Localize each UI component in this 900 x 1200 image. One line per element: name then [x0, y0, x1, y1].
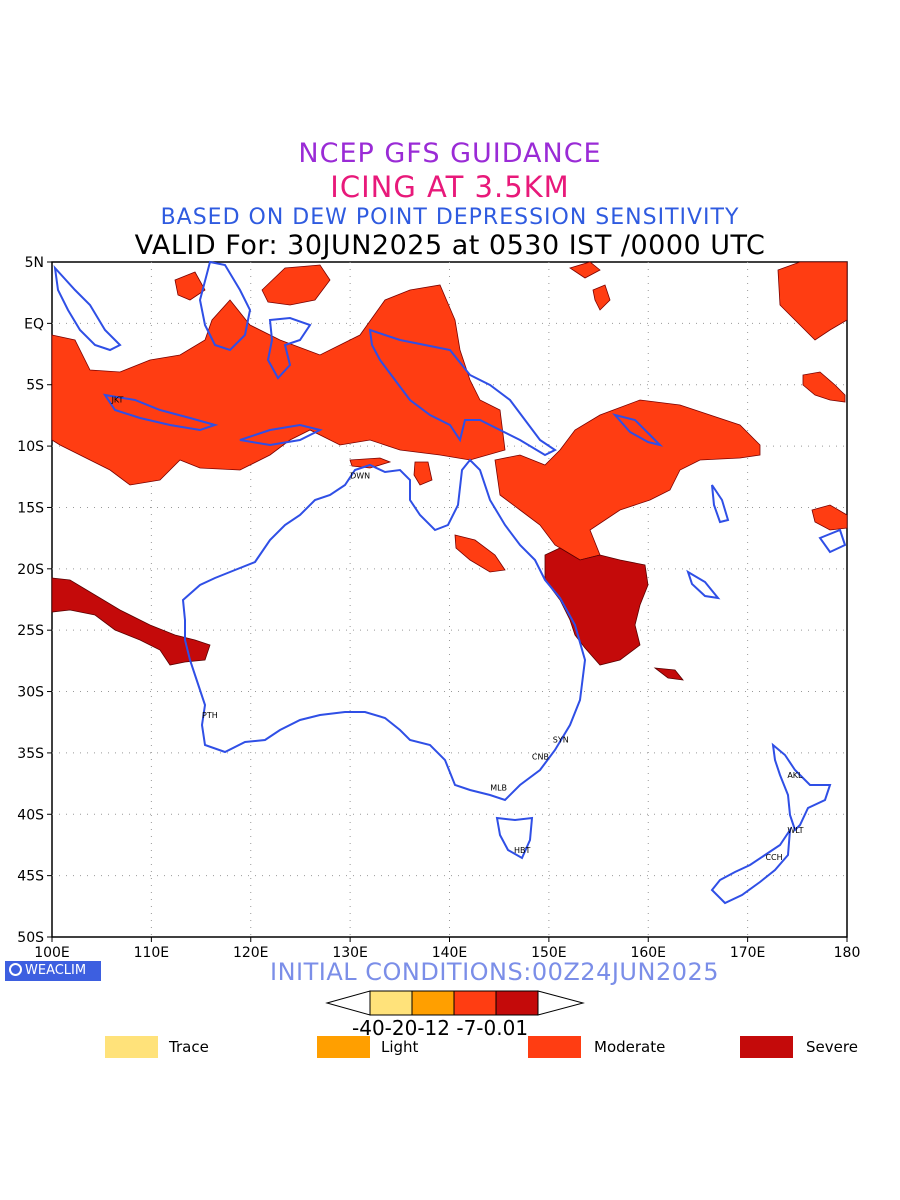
moderate-area-darwin	[349, 457, 392, 469]
city-label-pth: PTH	[202, 711, 218, 720]
moderate-area-pacific-se	[811, 504, 848, 531]
lon-tick-label: 140E	[432, 945, 468, 961]
severe-area-tasman-east	[653, 667, 684, 681]
title-method: BASED ON DEW POINT DEPRESSION SENSITIVIT…	[160, 205, 740, 230]
title-valid-time: VALID For: 30JUN2025 at 0530 IST /0000 U…	[134, 230, 766, 261]
city-label-hbt: HBT	[514, 846, 531, 855]
legend-swatch-severe	[740, 1036, 793, 1058]
city-label-jkt: JKT	[111, 395, 124, 404]
lat-tick-label: 20S	[17, 562, 44, 578]
coast-new-guinea	[368, 328, 557, 457]
brand-label: WEACLIM	[25, 963, 87, 978]
coast-sulawesi	[266, 316, 312, 380]
colorbar-trace	[369, 990, 413, 1016]
moderate-area-borneo-north	[261, 264, 331, 306]
colorbar-right-arrow	[537, 990, 585, 1016]
lon-tick-label: 160E	[630, 945, 666, 961]
moderate-area-new-guinea-n	[569, 261, 601, 279]
lon-tick-label: 180	[834, 945, 861, 961]
lon-tick-label: 110E	[134, 945, 170, 961]
lat-tick-label: 45S	[17, 869, 44, 885]
legend-swatch-trace	[105, 1036, 158, 1058]
title-parameter: ICING AT 3.5KM	[330, 170, 570, 204]
lat-tick-label: 30S	[17, 685, 44, 701]
colorbar	[325, 990, 585, 1016]
axis-labels: 100E 110E 120E 130E 140E 150E 160E 170E 180 5N EQ 5…	[17, 255, 860, 961]
lon-tick-label: 170E	[730, 945, 766, 961]
coast-borneo	[198, 260, 252, 352]
city-label-wlt: WLT	[787, 826, 803, 835]
copyright-icon	[9, 963, 22, 976]
coast-new-zealand-south	[710, 826, 792, 905]
colorbar-left-arrow	[325, 990, 371, 1016]
moderate-area-sumatra-north	[174, 271, 206, 301]
lon-tick-label: 130E	[332, 945, 368, 961]
lon-tick-label: 120E	[233, 945, 269, 961]
lat-tick-label: 15S	[17, 500, 44, 516]
colorbar-severe	[495, 990, 539, 1016]
coast-new-zealand-north	[771, 742, 832, 832]
legend-swatch-light	[317, 1036, 370, 1058]
coast-timor	[239, 423, 323, 447]
lat-tick-label: 40S	[17, 807, 44, 823]
legend-label-light: Light	[381, 1038, 419, 1056]
initial-conditions: INITIAL CONDITIONS:00Z24JUN2025	[270, 958, 720, 986]
lat-tick-label: 50S	[17, 930, 44, 946]
city-label-cnb: CNB	[532, 753, 549, 762]
coast-sumatra	[53, 264, 122, 352]
lon-tick-label: 100E	[34, 945, 70, 961]
legend-swatch-moderate	[528, 1036, 581, 1058]
title-product: NCEP GFS GUIDANCE	[298, 138, 602, 169]
city-label-mlb: MLB	[490, 783, 507, 792]
severe-area-tasman	[544, 547, 649, 666]
moderate-area-gulf	[454, 534, 506, 573]
coast-new-caledonia	[686, 569, 721, 600]
city-label-cch: CCH	[765, 853, 782, 862]
lon-tick-label: 150E	[531, 945, 567, 961]
moderate-area-ne-coast	[413, 461, 433, 486]
coastlines	[53, 260, 847, 905]
coast-vanuatu	[711, 484, 730, 524]
coast-java	[102, 393, 219, 432]
city-label-akl: AKL	[787, 771, 803, 780]
moderate-icing-areas	[51, 261, 848, 573]
city-label-dwn: DWN	[350, 472, 370, 481]
lat-tick-label: 5N	[25, 255, 44, 271]
legend-label-moderate: Moderate	[594, 1038, 666, 1056]
colorbar-labels: -40-20-12 -7-0.01	[352, 1016, 529, 1040]
legend-label-trace: Trace	[169, 1038, 209, 1056]
colorbar-light	[411, 990, 455, 1016]
moderate-area-pacific-ne	[777, 261, 848, 341]
lat-tick-label: 10S	[17, 439, 44, 455]
colorbar-moderate	[453, 990, 497, 1016]
coast-australia	[181, 458, 587, 802]
lat-tick-label: 35S	[17, 746, 44, 762]
weaclim-logo: WEACLIM	[5, 961, 101, 981]
coast-solomons	[612, 413, 664, 447]
lat-tick-label: 5S	[26, 378, 44, 394]
moderate-area-pacific-e	[802, 371, 846, 403]
legend-label-severe: Severe	[806, 1038, 858, 1056]
city-label-syn: SYN	[553, 735, 569, 744]
city-labels: JKT DWN PTH SYN CNB MLB HBT AKL WLT CCH	[111, 395, 804, 862]
lat-tick-label: 25S	[17, 623, 44, 639]
severe-area-indian-ocean	[51, 577, 211, 666]
coast-tasmania	[495, 816, 534, 860]
moderate-area-coral-sea	[494, 399, 761, 561]
moderate-area-solomons	[592, 284, 611, 311]
coast-fiji	[818, 528, 847, 554]
severe-icing-areas	[51, 547, 684, 681]
lat-tick-label: EQ	[24, 316, 44, 332]
